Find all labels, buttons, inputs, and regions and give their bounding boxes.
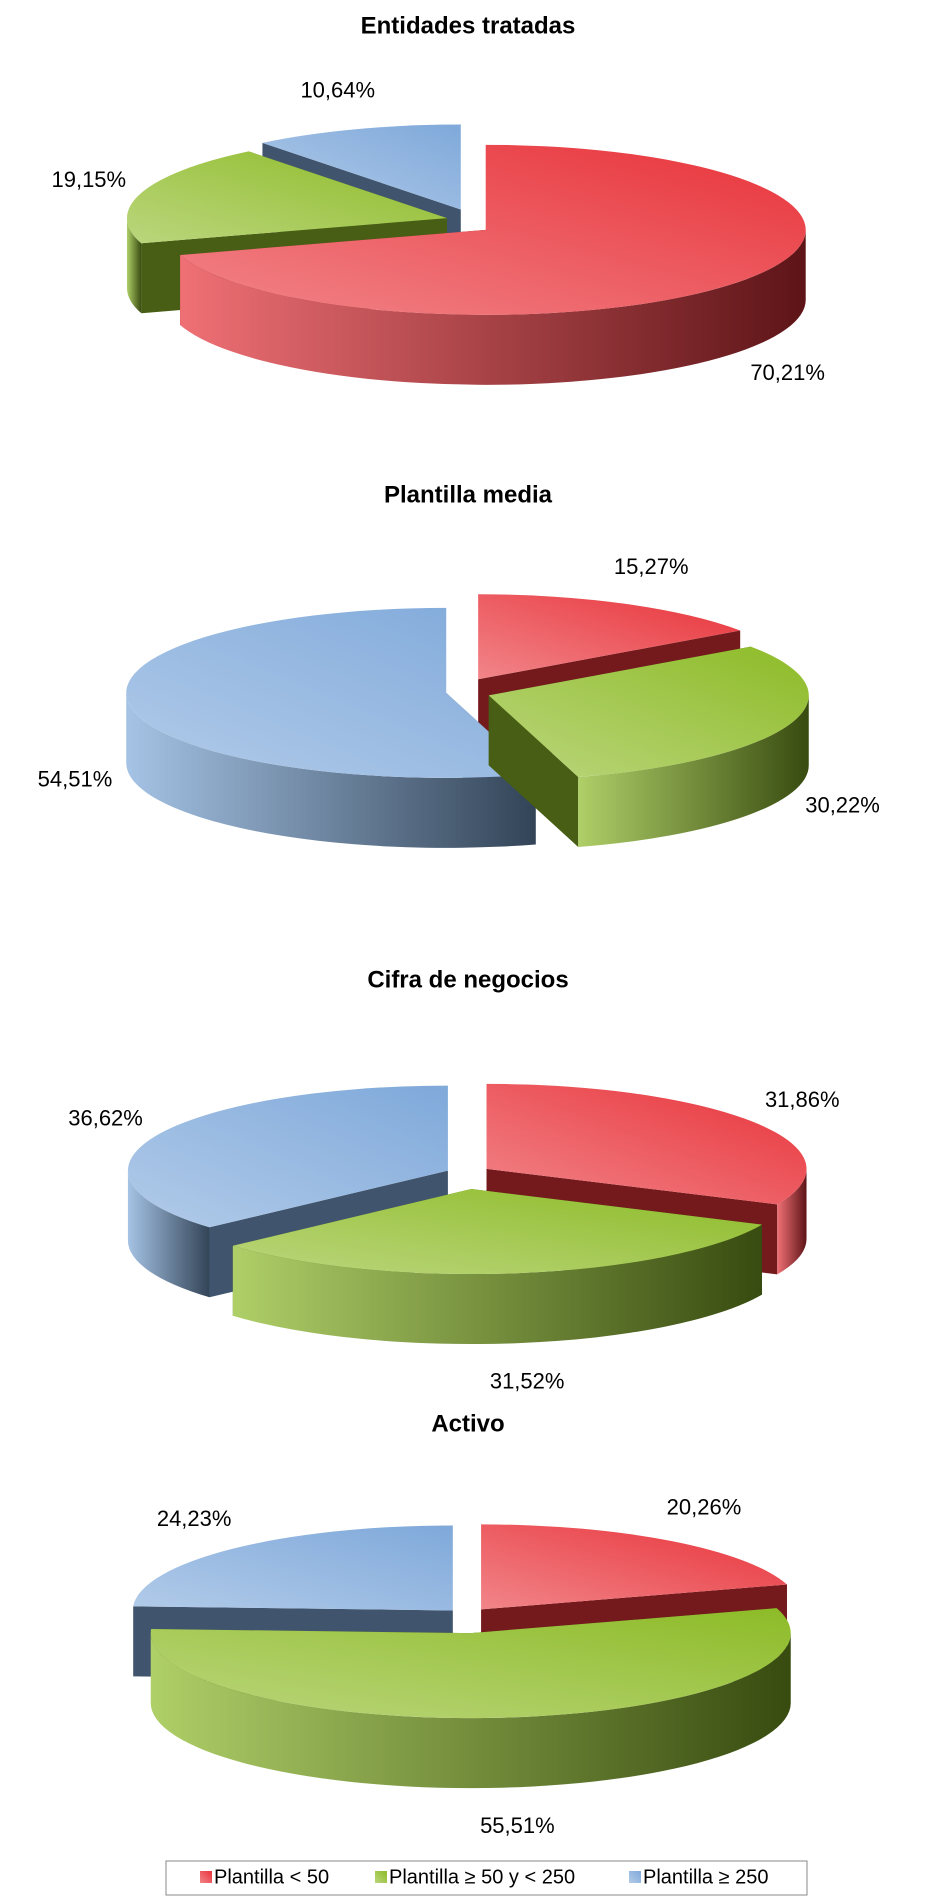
data-label: 70,21% [750, 360, 825, 385]
slice-top [232, 1189, 763, 1275]
legend-box [165, 1860, 808, 1896]
pie-slice [150, 1608, 791, 1789]
slice-wall [126, 218, 142, 314]
slice-top [126, 151, 447, 244]
slice-wall [150, 1633, 791, 1789]
legend-swatch [200, 1871, 212, 1883]
data-label: 20,26% [667, 1495, 742, 1520]
slice-top [127, 1085, 448, 1228]
pie-slice [232, 1189, 763, 1345]
slice-side [488, 695, 579, 847]
slice-top [478, 594, 741, 680]
slice-top [262, 124, 461, 210]
chart-title: Cifra de negocios [367, 966, 568, 993]
slice-wall [777, 1168, 807, 1275]
data-label: 10,64% [300, 77, 375, 102]
pie-slice [488, 646, 809, 847]
legend-label: Plantilla ≥ 250 [643, 1866, 769, 1888]
data-label: 55,51% [480, 1813, 555, 1838]
data-label: 24,23% [157, 1506, 232, 1531]
data-label: 19,15% [51, 167, 126, 192]
pie-slice [126, 607, 536, 848]
slice-top [150, 1608, 791, 1719]
data-label: 31,86% [765, 1087, 840, 1112]
data-label: 31,52% [490, 1368, 565, 1393]
pie-slice [180, 144, 806, 385]
data-label: 36,62% [68, 1105, 143, 1130]
slice-wall [126, 692, 536, 848]
legend-swatch [629, 1871, 641, 1883]
data-label: 54,51% [38, 766, 113, 791]
data-label: 30,22% [805, 793, 880, 818]
slice-wall [180, 229, 806, 385]
slice-top [180, 144, 806, 315]
chart-title: Entidades tratadas [361, 12, 576, 39]
legend-label: Plantilla ≥ 50 y < 250 [389, 1866, 575, 1888]
chart-title: Plantilla media [384, 481, 553, 508]
slice-top [488, 646, 809, 777]
chart-title: Activo [431, 1410, 504, 1437]
legend-swatch [375, 1871, 387, 1883]
slice-wall [232, 1224, 763, 1345]
slice-top [133, 1525, 453, 1611]
slice-wall [127, 1170, 210, 1298]
slice-top [486, 1083, 807, 1205]
data-label: 15,27% [614, 554, 689, 579]
slice-top [481, 1524, 787, 1610]
legend-label: Plantilla < 50 [214, 1866, 329, 1888]
slice-wall [578, 695, 809, 847]
slice-top [126, 607, 536, 778]
